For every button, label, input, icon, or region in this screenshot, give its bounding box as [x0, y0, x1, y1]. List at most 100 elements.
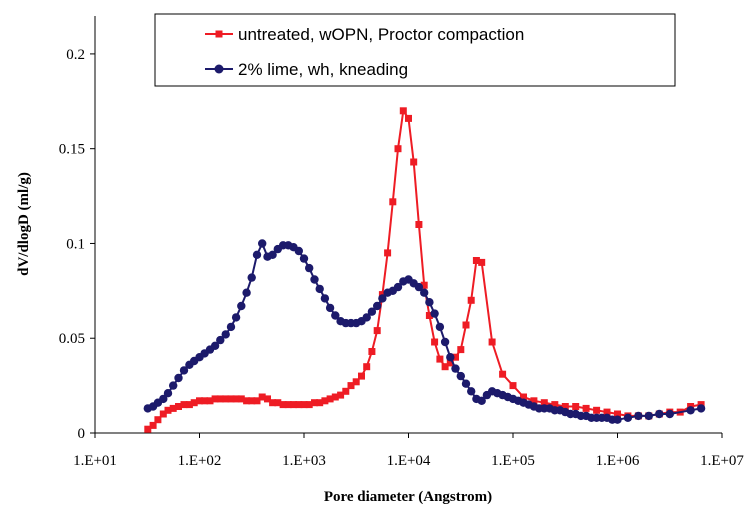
data-point — [420, 288, 429, 297]
data-point — [431, 338, 439, 346]
data-point — [290, 401, 297, 409]
data-point — [352, 378, 360, 386]
data-point — [415, 221, 423, 228]
data-point — [211, 395, 219, 403]
data-point — [269, 399, 277, 407]
data-point — [446, 359, 454, 367]
data-point — [210, 341, 220, 350]
data-point — [582, 404, 590, 412]
x-tick-label: 1.E+07 — [700, 453, 744, 469]
x-tick-label: 1.E+04 — [387, 453, 431, 469]
y-tick-label: 0 — [78, 426, 86, 442]
data-point — [258, 239, 267, 248]
data-point — [358, 372, 365, 380]
data-point — [467, 296, 475, 304]
data-point — [315, 284, 324, 294]
data-point — [342, 387, 350, 395]
data-point — [389, 198, 397, 206]
data-point — [435, 322, 445, 332]
y-tick-label: 0.15 — [59, 142, 85, 158]
data-point — [154, 416, 162, 424]
data-point — [320, 294, 330, 303]
legend-label-lime: 2% lime, wh, kneading — [238, 60, 408, 79]
data-point — [696, 404, 706, 413]
data-point — [414, 282, 424, 292]
data-point — [331, 311, 340, 320]
data-point — [222, 395, 230, 403]
legend-entry-untreated: untreated, wOPN, Proctor compaction — [205, 25, 524, 44]
data-point — [164, 406, 172, 414]
data-point — [279, 401, 287, 409]
data-point — [274, 399, 282, 407]
data-point — [169, 381, 178, 390]
data-point — [305, 263, 314, 273]
data-point — [430, 309, 439, 318]
data-point — [185, 401, 193, 409]
data-point — [623, 413, 633, 422]
series-untreated — [144, 107, 705, 433]
y-tick-label: 0.05 — [59, 331, 85, 347]
data-point — [299, 254, 309, 263]
data-point — [540, 399, 548, 407]
data-point — [593, 406, 601, 414]
data-point — [644, 411, 653, 421]
data-point — [243, 397, 251, 405]
data-point — [216, 335, 225, 345]
data-point — [179, 366, 189, 375]
data-point — [551, 401, 559, 409]
data-point — [440, 337, 450, 347]
x-tick-label: 1.E+05 — [491, 453, 535, 469]
data-point — [446, 353, 455, 362]
data-point — [221, 330, 230, 339]
legend-marker-untreated — [215, 30, 223, 38]
x-tick-label: 1.E+02 — [178, 453, 222, 469]
data-point — [461, 379, 471, 388]
legend-box — [154, 13, 676, 87]
data-point — [337, 391, 345, 399]
data-point — [311, 399, 318, 407]
data-point — [520, 393, 527, 401]
data-point — [237, 395, 245, 403]
data-point — [603, 408, 611, 416]
data-point — [180, 401, 188, 409]
data-point — [436, 355, 444, 363]
data-point — [248, 397, 256, 405]
x-ticks: 1.E+01 1.E+02 1.E+03 1.E+04 1.E+05 1.E+06 1.E+… — [73, 433, 744, 469]
data-point — [258, 393, 266, 401]
data-point — [462, 321, 470, 329]
data-point — [300, 401, 308, 409]
data-point — [420, 281, 428, 289]
data-point — [325, 303, 335, 313]
data-point — [206, 397, 214, 405]
data-point — [144, 425, 152, 433]
data-point — [367, 307, 377, 316]
data-point — [231, 313, 241, 322]
data-point — [655, 409, 664, 419]
data-point — [572, 403, 580, 410]
data-point — [456, 371, 465, 381]
data-point — [284, 401, 292, 409]
data-point — [169, 404, 177, 412]
data-point — [362, 313, 371, 322]
data-point — [216, 395, 224, 403]
data-point — [227, 395, 235, 403]
data-point — [363, 363, 371, 371]
y-tick-label: 0.2 — [66, 47, 85, 63]
data-point — [378, 294, 387, 303]
x-tick-label: 1.E+03 — [282, 453, 326, 469]
data-point — [530, 397, 538, 405]
data-point — [264, 395, 271, 403]
data-point — [201, 397, 209, 405]
data-point — [305, 401, 313, 409]
data-point — [237, 301, 246, 311]
y-ticks: 0 0.05 0.1 0.15 0.2 — [59, 47, 95, 442]
data-point — [509, 382, 517, 390]
series-layer — [143, 107, 706, 433]
data-point — [163, 389, 173, 398]
data-point — [174, 373, 183, 383]
data-point — [310, 275, 319, 284]
data-point — [175, 403, 182, 410]
data-point — [252, 250, 262, 259]
data-point — [368, 348, 376, 355]
